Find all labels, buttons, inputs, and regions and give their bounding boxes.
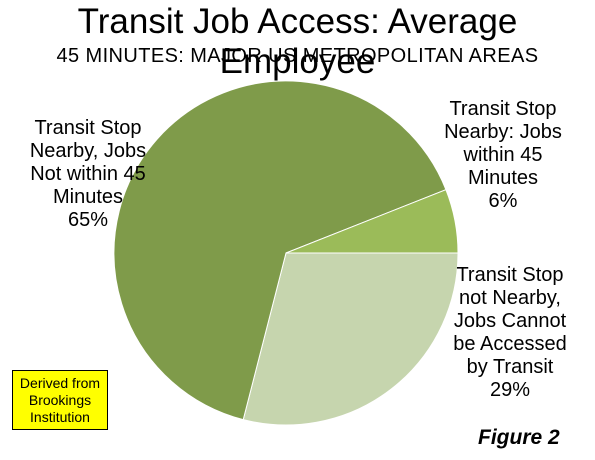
pie-slice-nearby-within-45 <box>285 189 459 254</box>
figure-label: Figure 2 <box>478 426 560 449</box>
slice-label-nearby-within-45: Transit Stop Nearby: Jobs within 45 Minu… <box>444 98 562 212</box>
source-note-box: Derived from Brookings Institution <box>12 370 108 430</box>
pie-slice-not-nearby <box>242 252 459 426</box>
chart-title: Transit Job Access: Average Employee <box>77 2 518 81</box>
slice-label-nearby-not-within-45: Transit Stop Nearby, Jobs Not within 45 … <box>29 117 147 231</box>
pie-slice-nearby-not-within-45 <box>113 80 447 421</box>
slice-label-not-nearby: Transit Stop not Nearby, Jobs Cannot be … <box>453 264 567 401</box>
chart-subtitle: 45 MINUTES: MAJOR US METROPOLITAN AREAS <box>56 45 539 67</box>
